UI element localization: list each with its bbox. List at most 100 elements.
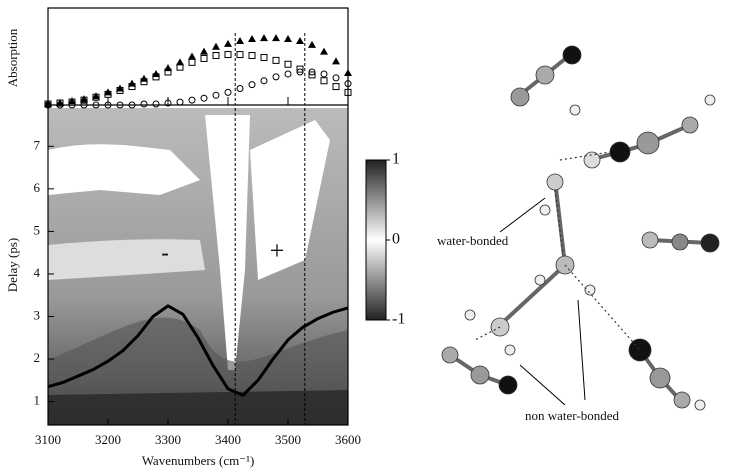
arrow — [577, 299, 586, 401]
triangle-marker — [320, 47, 328, 55]
square-marker — [68, 98, 76, 106]
square-marker — [92, 93, 100, 101]
arrow — [499, 197, 546, 233]
circle-marker — [116, 101, 124, 109]
square-marker — [236, 51, 244, 59]
square-marker — [128, 83, 136, 91]
square-marker — [140, 78, 148, 86]
square-marker — [284, 60, 292, 68]
circle-marker — [152, 100, 160, 108]
circle-marker — [332, 74, 340, 82]
triangle-marker — [56, 99, 64, 107]
square-marker — [308, 71, 316, 79]
annotation: - — [161, 240, 168, 265]
square-marker — [260, 53, 268, 61]
triangle-marker — [224, 39, 232, 47]
y-tick-label: 4 — [34, 265, 41, 280]
circle-marker — [200, 94, 208, 102]
triangle-marker — [236, 36, 244, 44]
triangle-marker — [272, 34, 280, 42]
delay-curve — [47, 304, 349, 397]
circle-marker — [80, 101, 88, 109]
square-marker — [116, 86, 124, 94]
triangle-marker — [188, 52, 196, 60]
triangle-marker — [284, 35, 292, 43]
x-tick-label: 3300 — [155, 432, 181, 447]
triangle-marker — [332, 57, 340, 65]
circle-marker — [320, 70, 328, 78]
diagram-label: non water-bonded — [525, 408, 619, 423]
square-marker — [212, 52, 220, 60]
y-tick-label: 6 — [34, 180, 41, 195]
diagram-label: water-bonded — [437, 233, 509, 248]
square-marker — [80, 96, 88, 104]
x-tick-label: 3100 — [35, 432, 61, 447]
colorbar-tick-label: -1 — [392, 311, 405, 328]
triangle-marker — [308, 40, 316, 48]
x-axis-label: Wavenumbers (cm⁻¹) — [142, 453, 255, 468]
triangle-marker — [296, 36, 304, 44]
square-marker — [296, 65, 304, 73]
y-axis-label: Absorption — [5, 28, 20, 87]
circle-marker — [236, 85, 244, 93]
circle-marker — [176, 98, 184, 106]
triangle-marker — [80, 95, 88, 103]
square-marker — [332, 83, 340, 91]
circle-marker — [344, 80, 352, 88]
square-marker — [152, 73, 160, 81]
square-marker — [248, 52, 256, 60]
circle-marker — [284, 70, 292, 78]
y-tick-label: 3 — [34, 307, 41, 322]
y-tick-label: 5 — [34, 222, 41, 237]
square-marker — [272, 56, 280, 64]
colorbar-tick-label: 1 — [392, 151, 400, 168]
square-marker — [176, 63, 184, 71]
triangle-marker — [200, 47, 208, 55]
arrow — [519, 364, 566, 406]
triangle-marker — [92, 92, 100, 100]
circle-marker — [272, 73, 280, 81]
circle-marker — [308, 68, 316, 76]
circle-marker — [296, 68, 304, 76]
x-tick-label: 3600 — [335, 432, 361, 447]
circle-marker — [56, 101, 64, 109]
square-marker — [344, 88, 352, 96]
circle-marker — [92, 101, 100, 109]
hydrogen-bonds — [474, 151, 641, 351]
circle-marker — [212, 91, 220, 99]
square-marker — [188, 58, 196, 66]
triangle-marker — [212, 42, 220, 50]
circle-marker — [224, 88, 232, 96]
y-tick-label: 1 — [34, 393, 41, 408]
colorbar-tick-label: 0 — [392, 231, 400, 248]
x-tick-label: 3200 — [95, 432, 121, 447]
molecule-diagram — [448, 53, 711, 402]
atoms — [441, 45, 720, 411]
triangle-marker — [116, 84, 124, 92]
annotation: + — [270, 236, 285, 265]
circle-marker — [68, 101, 76, 109]
y-tick-label: 2 — [34, 350, 41, 365]
circle-marker — [248, 81, 256, 89]
square-marker — [56, 99, 64, 107]
colorbar — [365, 159, 387, 321]
triangle-marker — [104, 88, 112, 96]
circle-marker — [260, 77, 268, 85]
circle-marker — [140, 100, 148, 108]
x-tick-label: 3400 — [215, 432, 241, 447]
square-marker — [320, 77, 328, 85]
square-marker — [224, 51, 232, 59]
y-tick-label: 7 — [34, 137, 41, 152]
circle-marker — [128, 101, 136, 109]
circle-marker — [188, 96, 196, 104]
triangle-marker — [176, 58, 184, 66]
contour-fill — [48, 108, 348, 425]
x-tick-label: 3500 — [275, 432, 301, 447]
y-axis-label: Delay (ps) — [5, 238, 20, 293]
square-marker — [200, 54, 208, 62]
triangle-marker — [344, 68, 352, 76]
axes-frame — [47, 7, 349, 426]
square-marker — [164, 68, 172, 76]
triangle-marker — [248, 35, 256, 43]
